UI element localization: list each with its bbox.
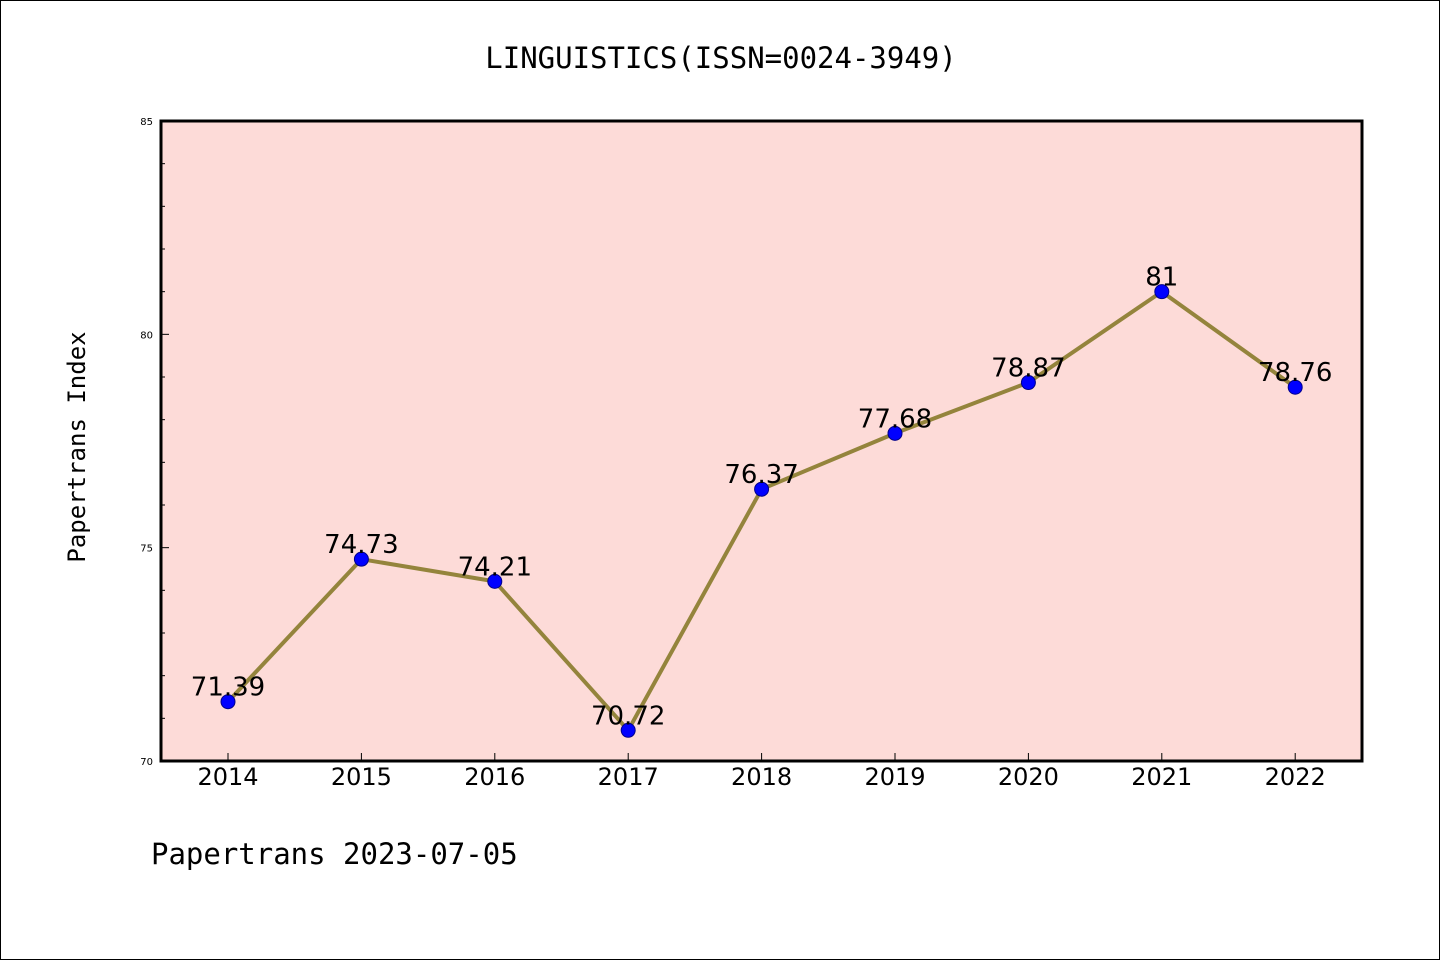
x-tick-label: 2020 [998, 763, 1059, 791]
chart-title: LINGUISTICS(ISSN=0024-3949) [485, 41, 956, 75]
x-tick-label: 2018 [731, 763, 792, 791]
plot-area [161, 121, 1362, 761]
footer-date-text: Papertrans 2023-07-05 [151, 837, 518, 871]
x-tick-label: 2022 [1265, 763, 1326, 791]
data-label: 74.73 [324, 530, 398, 560]
y-axis-label: Papertrans Index [63, 331, 91, 562]
x-tick-label: 2014 [197, 763, 258, 791]
data-point [887, 425, 903, 441]
y-tick-label: 70 [140, 757, 153, 768]
data-label: 78.76 [1258, 358, 1332, 388]
y-tick-label: 80 [140, 330, 153, 341]
data-point [754, 481, 770, 497]
data-point [220, 694, 236, 710]
data-label: 78.87 [991, 354, 1065, 384]
data-point [487, 573, 503, 589]
x-tick-label: 2017 [598, 763, 659, 791]
y-tick-label: 75 [140, 544, 153, 555]
chart-marks: 70 75 80 85 2014 2015 2016 2017 2018 2019 2020 2021… [140, 117, 1332, 791]
data-label: 77.68 [858, 404, 932, 434]
x-tick-label: 2015 [331, 763, 392, 791]
data-label: 70.72 [591, 701, 665, 731]
data-point [1154, 284, 1170, 300]
data-label: 74.21 [458, 552, 532, 582]
data-point [620, 722, 636, 738]
data-label: 76.37 [724, 460, 798, 490]
x-tick-label: 2019 [864, 763, 925, 791]
x-tick-label: 2021 [1131, 763, 1192, 791]
data-point [1287, 379, 1303, 395]
data-point [1020, 375, 1036, 391]
data-label: 71.39 [191, 673, 265, 703]
plot-frame [159, 119, 1364, 763]
data-point [353, 551, 369, 567]
y-tick-label: 85 [140, 117, 153, 128]
data-label: 81 [1145, 263, 1178, 293]
x-tick-label: 2016 [464, 763, 525, 791]
